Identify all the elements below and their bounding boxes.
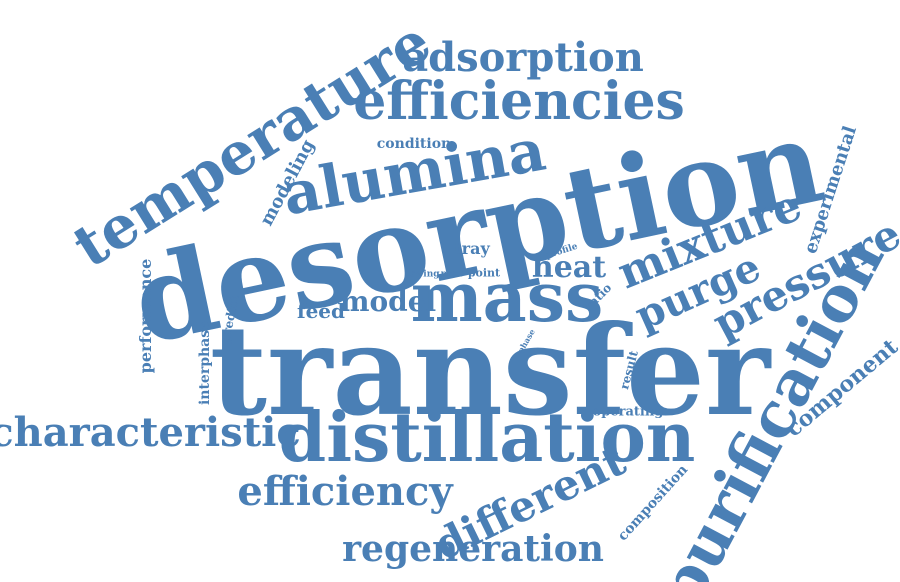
word-performance: performance	[136, 258, 155, 374]
word-swing: swing	[410, 269, 440, 280]
word-transfer: transfer	[209, 299, 771, 444]
word-tray: tray	[454, 239, 490, 258]
word-efficiencies: efficiencies	[353, 71, 685, 132]
word-point: point	[467, 266, 501, 280]
word-proc: proc	[440, 269, 464, 280]
word-characteristic: characteristic	[0, 409, 301, 456]
word-mass: mass	[410, 258, 604, 338]
word-model: model	[339, 285, 437, 318]
word-adsorption: adsorption	[402, 34, 644, 81]
word-feed: feed	[296, 299, 346, 323]
word-efficiency: efficiency	[237, 468, 453, 515]
word-operating: operating	[592, 404, 664, 420]
word-heat: heat	[531, 250, 607, 285]
word-regeneration: regeneration	[342, 528, 604, 570]
word-condition: condition	[376, 136, 452, 152]
word-interphase: interphase	[197, 320, 213, 406]
word-distillation: distillation	[278, 398, 696, 478]
